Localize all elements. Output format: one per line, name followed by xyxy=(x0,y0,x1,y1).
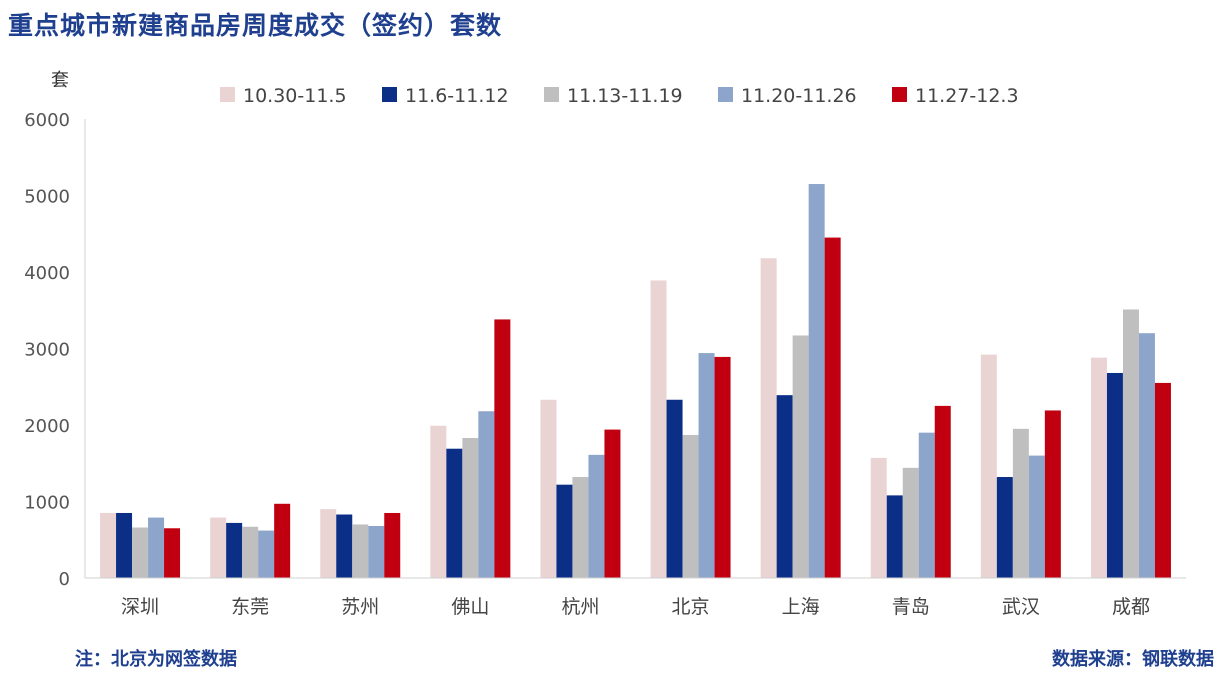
chart-title: 重点城市新建商品房周度成交（签约）套数 xyxy=(8,11,503,40)
x-tick-label: 深圳 xyxy=(121,596,159,618)
bar xyxy=(336,514,353,578)
x-axis: 深圳 东莞 苏州 佛山 杭州 北京 上海 青岛 武汉 成都 xyxy=(85,577,1186,618)
bar xyxy=(148,517,165,578)
legend-swatch xyxy=(892,87,907,102)
bar xyxy=(792,335,809,578)
x-tick-label: 青岛 xyxy=(892,596,930,618)
y-axis-unit-label: 套 xyxy=(51,70,69,91)
bar xyxy=(556,484,573,578)
bar xyxy=(540,399,557,578)
bar xyxy=(258,530,275,578)
legend-label: 11.6-11.12 xyxy=(405,85,509,107)
legend-swatch xyxy=(544,87,559,102)
bar xyxy=(164,528,181,578)
bar xyxy=(116,512,133,578)
bar xyxy=(870,457,887,578)
y-tick-label: 2000 xyxy=(24,416,70,437)
x-tick-label: 武汉 xyxy=(1002,596,1040,618)
y-tick-label: 0 xyxy=(59,569,70,590)
bar xyxy=(226,522,243,578)
bar xyxy=(242,526,259,578)
bar xyxy=(352,524,369,578)
bar xyxy=(824,237,841,578)
bar xyxy=(886,495,903,578)
bar-chart: 套 10.30-11.5 11.6-11.12 11.13-11.19 11.20-1… xyxy=(24,70,1186,618)
x-tick-label: 成都 xyxy=(1112,596,1150,618)
bar xyxy=(1012,428,1029,578)
bar xyxy=(384,512,401,578)
bar xyxy=(760,258,777,578)
bar xyxy=(274,503,291,578)
legend-swatch xyxy=(718,87,733,102)
x-tick-label: 杭州 xyxy=(561,596,599,618)
y-tick-label: 3000 xyxy=(24,340,70,361)
bar xyxy=(650,280,667,578)
x-tick-label: 北京 xyxy=(672,596,710,618)
bar xyxy=(996,477,1013,578)
y-tick-label: 1000 xyxy=(24,493,70,514)
x-tick-label: 东莞 xyxy=(231,596,269,618)
y-tick-label: 6000 xyxy=(24,110,70,131)
bar xyxy=(808,184,825,578)
y-tick-label: 5000 xyxy=(24,187,70,208)
bar xyxy=(100,512,117,578)
bar xyxy=(698,353,715,578)
legend-swatch xyxy=(220,87,235,102)
bar xyxy=(572,477,589,578)
legend-label: 10.30-11.5 xyxy=(243,85,347,107)
bar xyxy=(682,434,699,578)
bar xyxy=(1106,372,1123,578)
bar xyxy=(1138,333,1155,578)
bar xyxy=(1090,357,1107,578)
legend-label: 11.27-12.3 xyxy=(915,85,1019,107)
bar xyxy=(430,425,447,578)
x-tick-label: 佛山 xyxy=(451,596,489,618)
bar xyxy=(368,525,385,578)
bar xyxy=(1122,309,1139,578)
bar xyxy=(714,356,731,578)
bar xyxy=(494,319,511,578)
x-tick-label: 苏州 xyxy=(341,596,379,618)
data-source: 数据来源：钢联数据 xyxy=(1052,649,1214,670)
bar xyxy=(1028,455,1045,578)
legend-label: 11.13-11.19 xyxy=(567,85,683,107)
bar xyxy=(210,517,227,578)
bar xyxy=(462,438,479,578)
bar xyxy=(980,354,997,578)
bar xyxy=(934,405,951,578)
bar xyxy=(1154,382,1171,578)
bar xyxy=(902,467,919,578)
y-tick-label: 4000 xyxy=(24,263,70,284)
legend: 10.30-11.5 11.6-11.12 11.13-11.19 11.20-11.… xyxy=(220,85,1019,107)
bar xyxy=(478,411,495,578)
footnote: 注：北京为网签数据 xyxy=(75,649,237,670)
x-tick-label: 上海 xyxy=(782,596,820,618)
bar xyxy=(320,509,337,578)
bar xyxy=(588,454,605,578)
bars xyxy=(100,184,1171,578)
bar xyxy=(604,429,621,578)
bar xyxy=(666,399,683,578)
bar xyxy=(1044,410,1061,578)
legend-swatch xyxy=(382,87,397,102)
bar xyxy=(446,448,463,578)
legend-label: 11.20-11.26 xyxy=(741,85,857,107)
bar xyxy=(776,395,793,578)
bar xyxy=(918,432,935,578)
bar xyxy=(132,527,149,578)
y-axis: 0 1000 2000 3000 4000 5000 6000 xyxy=(24,110,86,590)
